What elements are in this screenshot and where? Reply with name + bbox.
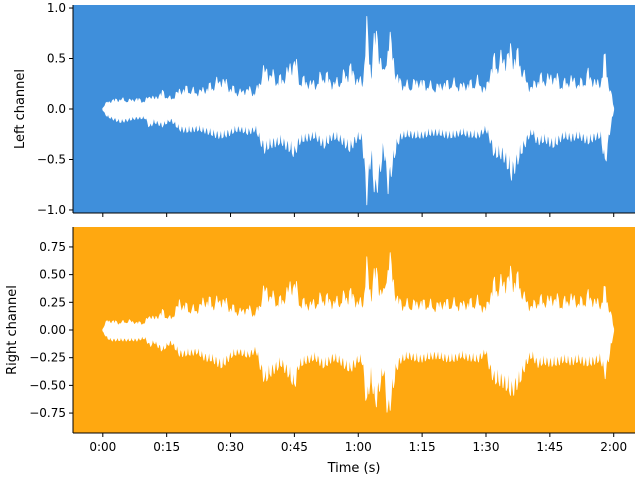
x-tick-label: 2:00 bbox=[600, 440, 627, 454]
x-axis-label: Time (s) bbox=[327, 461, 381, 476]
x-tick-label: 1:45 bbox=[536, 440, 563, 454]
y-tick-label: 0.75 bbox=[39, 240, 66, 254]
left-channel-waveform bbox=[102, 15, 615, 206]
y-tick-label: 0.00 bbox=[39, 323, 66, 337]
left-channel-y-ticks: 1.0 0.5 0.0 −0.5 −1.0 bbox=[37, 1, 73, 217]
y-tick-label: 1.0 bbox=[47, 1, 66, 15]
right-channel-panel: 0.75 0.50 0.25 0.00 −0.25 −0.50 −0.75 0:00 0:15… bbox=[5, 227, 635, 476]
right-channel-x-ticks: 0:00 0:15 0:30 0:45 1:00 1:15 1:30 1:45 2:00 bbox=[89, 433, 627, 454]
y-tick-label: −0.50 bbox=[29, 378, 66, 392]
x-tick-label: 1:30 bbox=[473, 440, 500, 454]
y-tick-label: 0.25 bbox=[39, 295, 66, 309]
right-channel-y-ticks: 0.75 0.50 0.25 0.00 −0.25 −0.50 −0.75 bbox=[29, 240, 73, 420]
y-tick-label: 0.5 bbox=[47, 52, 66, 66]
y-tick-label: −0.5 bbox=[37, 152, 66, 166]
x-tick-label: 0:30 bbox=[217, 440, 244, 454]
right-channel-waveform bbox=[102, 252, 615, 413]
y-tick-label: −0.25 bbox=[29, 351, 66, 365]
left-channel-x-ticks bbox=[102, 213, 615, 217]
x-tick-label: 1:15 bbox=[409, 440, 436, 454]
x-tick-label: 0:15 bbox=[153, 440, 180, 454]
x-tick-label: 0:00 bbox=[89, 440, 116, 454]
y-tick-label: 0.50 bbox=[39, 268, 66, 282]
y-tick-label: −0.75 bbox=[29, 406, 66, 420]
x-tick-label: 0:45 bbox=[281, 440, 308, 454]
left-channel-y-axis-label: Left channel bbox=[13, 69, 28, 149]
y-tick-label: 0.0 bbox=[47, 102, 66, 116]
right-channel-y-axis-label: Right channel bbox=[5, 285, 20, 375]
x-tick-label: 1:00 bbox=[345, 440, 372, 454]
left-channel-panel: 1.0 0.5 0.0 −0.5 −1.0 Left channel bbox=[13, 1, 635, 217]
y-tick-label: −1.0 bbox=[37, 203, 66, 217]
